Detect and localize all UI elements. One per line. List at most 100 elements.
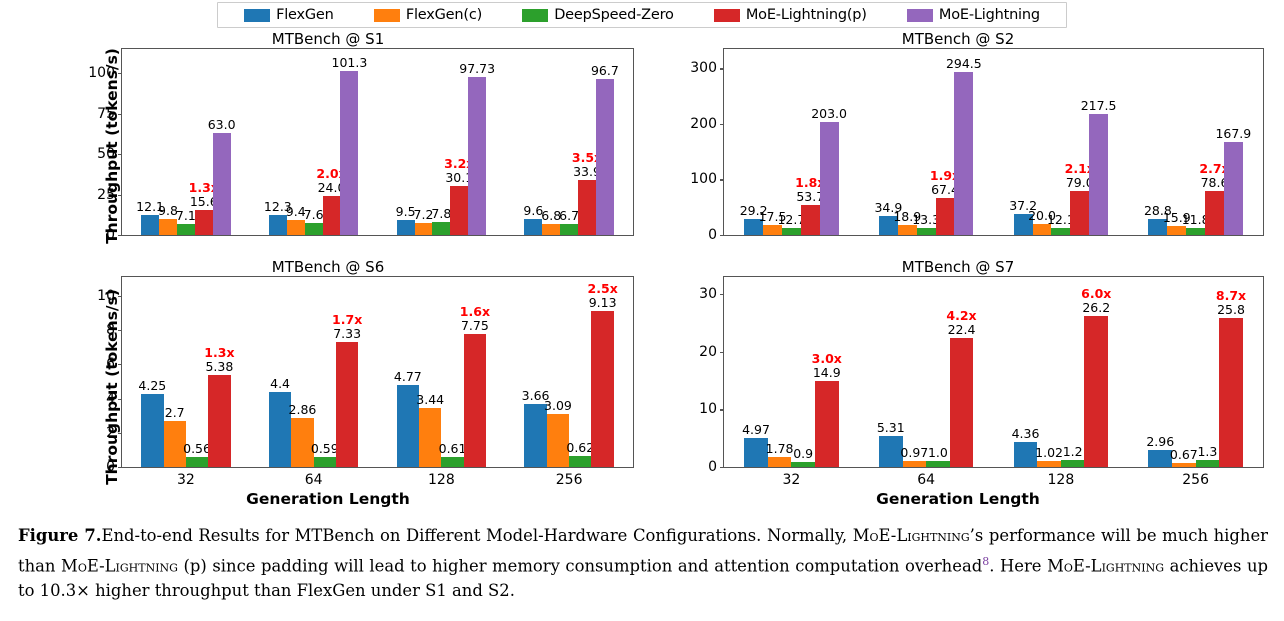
- bar-s6-128-moe-lightning-p-[interactable]: [463, 334, 487, 467]
- bar-s1-32-flexgen[interactable]: [141, 215, 160, 235]
- bar-s1-64-moe-lightning[interactable]: [340, 71, 359, 235]
- bar-s1-64-moe-lightning-p-[interactable]: [322, 196, 341, 235]
- bar-s6-256-moe-lightning-p-[interactable]: [591, 310, 614, 467]
- bar-s6-32-moe-lightning-p-[interactable]: [208, 374, 231, 467]
- legend-item-3[interactable]: MoE-Lightning(p): [713, 7, 867, 23]
- bar-s1-32-moe-lightning-p-[interactable]: [194, 209, 213, 235]
- bar-s2-64-flexgen[interactable]: [878, 215, 898, 235]
- bar-s1-256-deepspeed-zero[interactable]: [560, 224, 579, 235]
- bar-s1-64-flexgen-c-[interactable]: [286, 219, 305, 235]
- bar-s6-128-flexgen-c-[interactable]: [419, 408, 442, 467]
- bar-s2-64-flexgen-c-[interactable]: [897, 224, 917, 235]
- bar-s7-32-moe-lightning-p-[interactable]: [814, 381, 839, 467]
- y-tick-s6-2: 4: [106, 391, 122, 407]
- speedup-label: 1.9x: [929, 167, 961, 183]
- bar-s7-32-deepspeed-zero[interactable]: [791, 461, 815, 467]
- bar-s1-128-deepspeed-zero[interactable]: [432, 222, 451, 235]
- bar-s7-64-moe-lightning-p-[interactable]: [949, 338, 974, 467]
- legend-item-1[interactable]: FlexGen(c): [373, 7, 482, 23]
- bar-s2-32-deepspeed-zero[interactable]: [781, 227, 801, 235]
- speedup-label: 1.8x: [795, 175, 826, 191]
- bar-s2-128-moe-lightning-p-[interactable]: [1070, 191, 1090, 235]
- bar-s2-32-flexgen-c-[interactable]: [763, 225, 782, 235]
- bar-s7-32-flexgen[interactable]: [744, 438, 768, 467]
- bar-s2-256-deepspeed-zero[interactable]: [1186, 228, 1206, 235]
- bar-s6-64-deepspeed-zero[interactable]: [313, 456, 336, 467]
- bar-s6-64-moe-lightning-p-[interactable]: [335, 341, 359, 467]
- bar-s2-32-moe-lightning-p-[interactable]: [800, 205, 820, 235]
- bar-group-s1-256: 9.6 6.8 6.7 33.9 3.5x 96.7: [505, 49, 633, 235]
- bar-value-label: 217.5: [1080, 98, 1117, 114]
- bar-s6-128-deepspeed-zero[interactable]: [441, 456, 464, 467]
- bar-s1-128-flexgen[interactable]: [396, 219, 415, 235]
- bar-value-label: 12.1: [1046, 212, 1075, 228]
- bar-s2-256-flexgen[interactable]: [1148, 219, 1168, 235]
- bar-s2-256-moe-lightning-p-[interactable]: [1205, 191, 1224, 235]
- bar-value-label: 0.56: [183, 441, 211, 457]
- bar-s6-256-deepspeed-zero[interactable]: [569, 456, 592, 467]
- bar-s1-128-moe-lightning-p-[interactable]: [450, 186, 469, 235]
- bar-group-s6-256: 3.66 3.09 0.62 9.13 2.5x: [505, 277, 633, 467]
- bar-s7-32-flexgen-c-[interactable]: [767, 456, 792, 467]
- bar-value-label: 96.7: [590, 62, 619, 78]
- bar-s2-32-flexgen[interactable]: [744, 218, 764, 235]
- bar-s2-128-deepspeed-zero[interactable]: [1051, 228, 1071, 235]
- bar-s7-256-deepspeed-zero[interactable]: [1195, 459, 1220, 467]
- bar-s2-128-moe-lightning[interactable]: [1089, 114, 1109, 235]
- x-tick-s7-256: 256: [1182, 472, 1209, 488]
- bar-s1-64-flexgen[interactable]: [268, 215, 287, 235]
- bar-s7-128-flexgen-c-[interactable]: [1037, 461, 1061, 467]
- bar-s1-128-flexgen-c-[interactable]: [414, 223, 433, 235]
- plot-area-s6: 0 2 4 6 8 10 32 4.25 2.7 0.56 5.38 1.3x 64 4.4 2.86 0.5…: [97, 276, 634, 488]
- bar-s1-256-flexgen-c-[interactable]: [542, 224, 561, 235]
- bar-s1-32-deepspeed-zero[interactable]: [176, 223, 195, 235]
- bar-s2-256-moe-lightning[interactable]: [1223, 141, 1243, 235]
- bar-value-label: 3.44: [416, 392, 445, 408]
- bar-s1-32-flexgen-c-[interactable]: [159, 219, 177, 235]
- bar-s6-32-flexgen-c-[interactable]: [163, 420, 186, 467]
- bar-s1-256-flexgen[interactable]: [524, 219, 543, 235]
- bar-s6-256-flexgen-c-[interactable]: [546, 414, 570, 467]
- bar-s1-32-moe-lightning[interactable]: [212, 133, 231, 235]
- bar-s7-256-flexgen[interactable]: [1148, 449, 1173, 467]
- bar-s2-64-deepspeed-zero[interactable]: [916, 227, 936, 235]
- bar-s7-128-flexgen[interactable]: [1013, 441, 1038, 467]
- bar-s6-32-flexgen[interactable]: [141, 394, 164, 467]
- x-tick-s6-32: 32: [176, 472, 195, 488]
- caption-text-5: achieves up to 10.3× higher throughput t…: [18, 555, 1268, 601]
- bar-s1-256-moe-lightning-p-[interactable]: [578, 180, 596, 235]
- bar-value-label: 79.0: [1065, 175, 1094, 191]
- bar-value-label: 294.5: [945, 55, 982, 71]
- bar-value-label: 28.8: [1143, 203, 1172, 219]
- bar-s7-256-moe-lightning-p-[interactable]: [1219, 318, 1243, 467]
- bar-s6-32-deepspeed-zero[interactable]: [185, 457, 209, 467]
- bar-s6-64-flexgen-c-[interactable]: [291, 418, 314, 467]
- bar-group-s2-64: 34.9 18.9 13.3 67.4 1.9x 294.5: [859, 49, 994, 235]
- bar-s2-128-flexgen[interactable]: [1013, 214, 1033, 235]
- legend-item-4[interactable]: MoE-Lightning: [906, 7, 1040, 23]
- bar-s2-64-moe-lightning-p-[interactable]: [935, 197, 955, 235]
- bar-s2-32-moe-lightning[interactable]: [819, 122, 839, 235]
- bar-s2-256-flexgen-c-[interactable]: [1167, 226, 1187, 235]
- bar-s1-256-moe-lightning[interactable]: [595, 78, 614, 235]
- bar-s2-128-flexgen-c-[interactable]: [1032, 223, 1052, 235]
- caption-footnote-marker[interactable]: 8: [982, 554, 990, 568]
- bar-s6-64-flexgen[interactable]: [268, 391, 292, 467]
- legend-item-0[interactable]: FlexGen: [244, 7, 334, 23]
- bar-s2-64-moe-lightning[interactable]: [954, 71, 974, 235]
- bar-s7-64-deepspeed-zero[interactable]: [926, 461, 950, 467]
- bar-s1-64-deepspeed-zero[interactable]: [304, 222, 323, 235]
- bar-s7-128-deepspeed-zero[interactable]: [1060, 460, 1085, 467]
- bar-s6-128-flexgen[interactable]: [396, 385, 419, 467]
- bar-value-label: 5.38: [205, 358, 234, 374]
- legend-item-2[interactable]: DeepSpeed-Zero: [522, 7, 674, 23]
- bar-s1-128-moe-lightning[interactable]: [468, 76, 487, 235]
- bar-value-label: 4.25: [138, 378, 167, 394]
- bar-s7-256-flexgen-c-[interactable]: [1172, 463, 1196, 467]
- bar-s7-64-flexgen[interactable]: [878, 436, 903, 467]
- plot-area-s2: 0 100 200 300 29.2 17.5 12.7 53.7 1.8x 203.0 34.9 1…: [690, 48, 1264, 243]
- bar-s6-256-flexgen[interactable]: [524, 404, 547, 467]
- bar-s7-64-flexgen-c-[interactable]: [902, 461, 927, 467]
- x-tick-s6-128: 128: [428, 472, 455, 488]
- bar-s7-128-moe-lightning-p-[interactable]: [1084, 316, 1109, 467]
